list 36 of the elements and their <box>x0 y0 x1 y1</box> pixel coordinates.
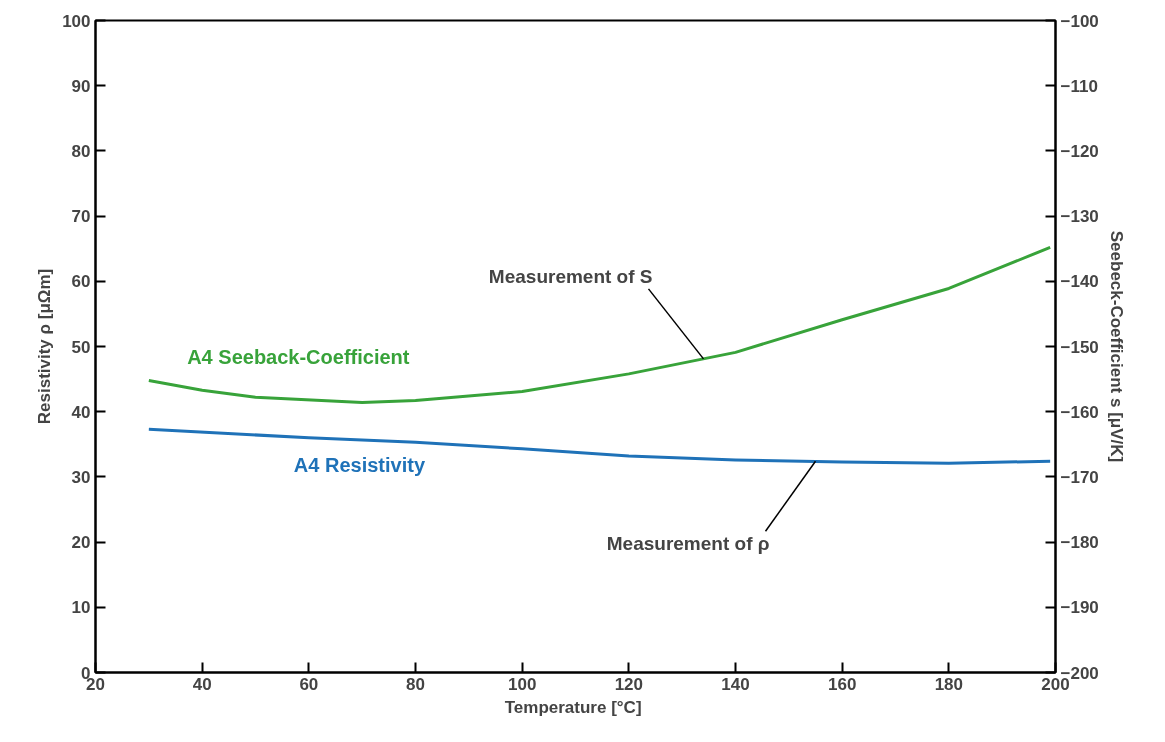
x-tick-label: 60 <box>299 674 319 694</box>
y-tick-label: 30 <box>71 467 91 487</box>
x-tick-label: 80 <box>406 674 425 694</box>
y2-tick-label: −120 <box>1060 141 1099 161</box>
annotation: Measurement of S <box>488 265 653 287</box>
y-tick-label: 60 <box>71 272 91 292</box>
y2-tick-label: −100 <box>1060 11 1099 31</box>
y2-tick-label: −150 <box>1060 337 1099 357</box>
y2-tick-label: −110 <box>1060 76 1098 96</box>
y-tick-label: 40 <box>71 402 91 422</box>
x-tick-label: 120 <box>614 674 644 694</box>
y2-tick-label: −160 <box>1060 402 1099 422</box>
x-tick-label: 140 <box>721 674 750 694</box>
x-tick-label: 40 <box>192 674 212 694</box>
x-axis-title: Temperature [°C] <box>504 697 642 717</box>
y2-tick-label: −140 <box>1060 272 1099 292</box>
y-tick-label: 80 <box>71 141 91 161</box>
y-tick-label: 70 <box>71 207 91 227</box>
line-series <box>147 245 1052 405</box>
series-label: A4 Resistivity <box>293 453 426 476</box>
x-tick-label: 100 <box>507 674 537 694</box>
series-label: A4 Seeback-Coefficient <box>187 346 410 369</box>
y-tick-label: 100 <box>62 11 91 31</box>
x-tick-label: 160 <box>827 674 857 694</box>
y2-axis-title: Seebeck-Coefficient s [μV/K] <box>1106 230 1126 463</box>
y-tick-label: 20 <box>71 533 91 553</box>
y-tick-label: 50 <box>71 337 91 357</box>
y-tick-label: 10 <box>71 598 91 618</box>
y2-tick-label: −190 <box>1060 598 1099 618</box>
y2-tick-label: −130 <box>1060 207 1099 227</box>
y-tick-label: 90 <box>71 76 91 96</box>
y-axis-title: Resistivity ρ [μΩm] <box>35 268 55 425</box>
y2-tick-label: −170 <box>1060 467 1099 487</box>
x-tick-label: 180 <box>934 674 964 694</box>
annotation: Measurement of ρ <box>606 533 770 555</box>
y2-tick-label: −180 <box>1060 533 1099 553</box>
